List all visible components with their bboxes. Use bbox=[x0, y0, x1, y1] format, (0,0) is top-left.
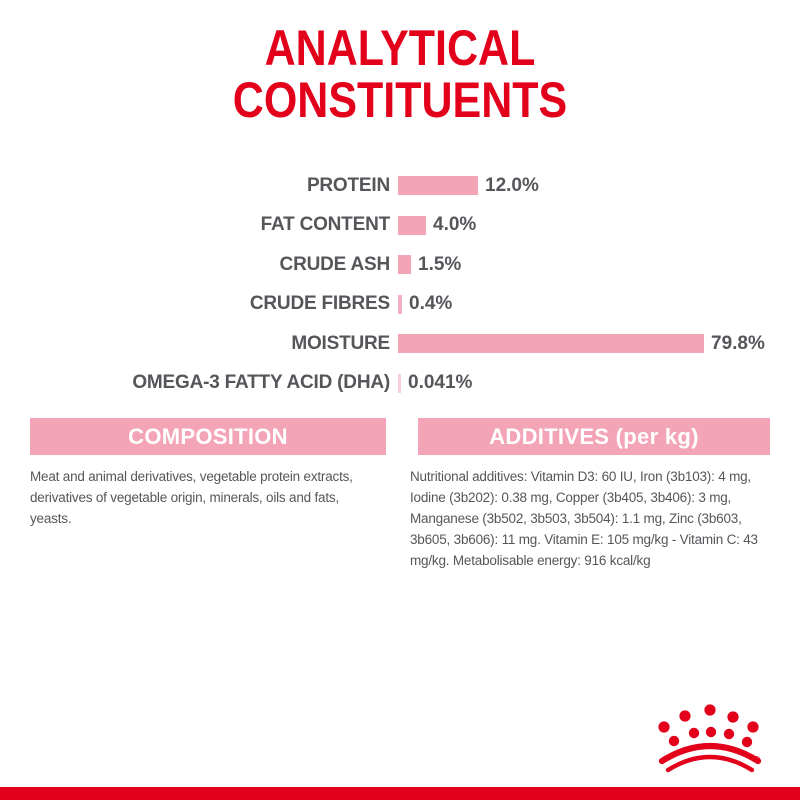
composition-text: Meat and animal derivatives, vegetable p… bbox=[30, 469, 353, 526]
chart-row-omega3-dha: OMEGA-3 FATTY ACID (DHA) 0.041% bbox=[0, 364, 800, 404]
constituent-value: 79.8% bbox=[711, 332, 765, 354]
chart-row-fat-content: FAT CONTENT 4.0% bbox=[0, 206, 800, 246]
bar-area: 0.4% bbox=[398, 293, 452, 315]
bottom-red-strip bbox=[0, 787, 800, 800]
constituent-label: CRUDE FIBRES bbox=[249, 293, 390, 315]
constituent-value: 12.0% bbox=[485, 174, 539, 196]
composition-header: COMPOSITION bbox=[30, 418, 386, 455]
constituent-value: 1.5% bbox=[418, 253, 462, 275]
constituent-label: CRUDE ASH bbox=[279, 253, 391, 275]
constituent-label: OMEGA-3 FATTY ACID (DHA) bbox=[132, 372, 390, 394]
constituent-bar bbox=[398, 294, 402, 314]
bar-area: 12.0% bbox=[398, 175, 539, 197]
chart-row-protein: PROTEIN 12.0% bbox=[0, 166, 800, 206]
constituent-value: 0.4% bbox=[409, 293, 453, 315]
chart-row-crude-ash: CRUDE ASH 1.5% bbox=[0, 245, 800, 285]
bar-area: 1.5% bbox=[398, 254, 461, 276]
constituent-label: MOISTURE bbox=[291, 332, 390, 354]
bar-area: 79.8% bbox=[398, 333, 765, 355]
constituent-bar bbox=[398, 334, 704, 354]
constituent-bar bbox=[398, 373, 401, 393]
constituent-bar bbox=[398, 255, 411, 275]
royal-canin-crown-icon bbox=[658, 704, 762, 773]
additives-text: Nutritional additives: Vitamin D3: 60 IU… bbox=[410, 469, 758, 568]
constituent-value: 4.0% bbox=[433, 214, 477, 236]
title-line-2: CONSTITUENTS bbox=[232, 72, 568, 128]
chart-row-crude-fibres: CRUDE FIBRES 0.4% bbox=[0, 285, 800, 325]
constituent-bar bbox=[398, 176, 478, 196]
title-line-1: ANALYTICAL bbox=[264, 20, 536, 76]
page-title: ANALYTICAL CONSTITUENTS bbox=[0, 22, 800, 126]
constituent-bar bbox=[398, 215, 426, 235]
registered-trademark-icon: ® bbox=[753, 755, 761, 766]
bar-area: 4.0% bbox=[398, 214, 476, 236]
constituent-label: FAT CONTENT bbox=[260, 214, 391, 236]
constituent-label: PROTEIN bbox=[306, 174, 390, 196]
constituent-value: 0.041% bbox=[408, 372, 473, 394]
analytical-constituents-chart: PROTEIN 12.0% FAT CONTENT 4.0% CRUDE ASH… bbox=[0, 166, 800, 403]
additives-header: ADDITIVES (per kg) bbox=[418, 418, 770, 455]
chart-row-moisture: MOISTURE 79.8% bbox=[0, 324, 800, 364]
bar-area: 0.041% bbox=[398, 372, 472, 394]
